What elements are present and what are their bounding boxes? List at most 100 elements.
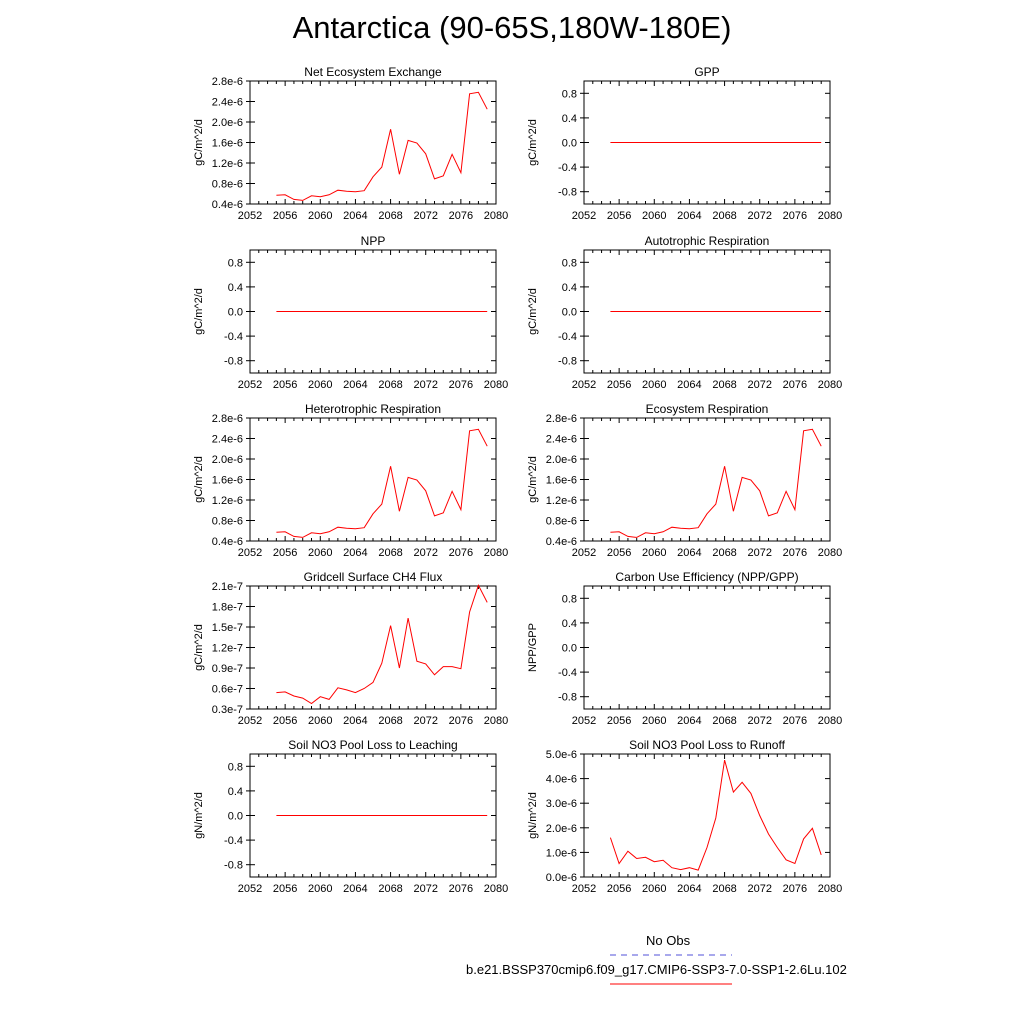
y-tick-label: 0.9e-7 bbox=[212, 663, 243, 675]
panel-title: Carbon Use Efficiency (NPP/GPP) bbox=[615, 570, 798, 584]
y-tick-label: 0.6e-7 bbox=[212, 684, 243, 696]
panel-title: GPP bbox=[694, 65, 719, 79]
series-line bbox=[276, 584, 488, 705]
x-tick-label: 2068 bbox=[378, 379, 402, 391]
y-tick-label: -0.8 bbox=[224, 860, 243, 872]
x-tick-label: 2076 bbox=[449, 547, 473, 559]
y-tick-label: 0.0 bbox=[562, 138, 577, 150]
x-tick-label: 2060 bbox=[308, 883, 332, 895]
x-tick-label: 2052 bbox=[238, 379, 262, 391]
x-tick-label: 2068 bbox=[378, 883, 402, 895]
x-tick-label: 2060 bbox=[308, 547, 332, 559]
panel-title: Autotrophic Respiration bbox=[645, 234, 770, 248]
x-tick-label: 2056 bbox=[607, 210, 631, 222]
y-tick-label: 1.0e-6 bbox=[546, 847, 577, 859]
y-tick-label: 2.0e-6 bbox=[212, 117, 243, 129]
y-tick-label: 2.8e-6 bbox=[212, 76, 243, 88]
page-title: Antarctica (90-65S,180W-180E) bbox=[292, 10, 732, 45]
x-tick-label: 2056 bbox=[273, 547, 297, 559]
series-line bbox=[609, 759, 822, 871]
panel-autotrophic-respiration: Autotrophic Respiration 2052 2056 2060 2064 2… bbox=[527, 234, 842, 391]
y-axis-label: gC/m^2/d bbox=[193, 119, 205, 166]
y-tick-label: 2.0e-6 bbox=[212, 454, 243, 466]
y-tick-label: 2.0e-6 bbox=[546, 454, 577, 466]
panel-title: Ecosystem Respiration bbox=[646, 402, 769, 416]
x-tick-label: 2076 bbox=[783, 379, 807, 391]
y-tick-label: 1.5e-7 bbox=[212, 622, 243, 634]
x-tick-label: 2056 bbox=[273, 379, 297, 391]
x-tick-label: 2068 bbox=[378, 210, 402, 222]
y-tick-label: 0.4 bbox=[562, 618, 577, 630]
y-tick-label: 3.0e-6 bbox=[546, 798, 577, 810]
y-axis-label: gC/m^2/d bbox=[527, 456, 539, 503]
y-tick-label: 0.8 bbox=[562, 88, 577, 100]
x-tick-label: 2072 bbox=[747, 379, 771, 391]
panel-title: Soil NO3 Pool Loss to Runoff bbox=[629, 738, 786, 752]
x-tick-label: 2080 bbox=[484, 547, 508, 559]
y-tick-label: 0.8 bbox=[228, 761, 243, 773]
panel-title: Heterotrophic Respiration bbox=[305, 402, 441, 416]
y-tick-label: -0.4 bbox=[224, 331, 243, 343]
y-axis-label: NPP/GPP bbox=[527, 623, 539, 672]
panel-gpp: GPP 2052 2056 2060 2064 2068 2072 2076 2080 -0.8 -… bbox=[527, 65, 842, 222]
x-tick-label: 2064 bbox=[343, 210, 367, 222]
y-tick-label: 1.6e-6 bbox=[212, 475, 243, 487]
plot-frame bbox=[249, 80, 497, 205]
y-tick-label: 0.0 bbox=[228, 811, 243, 823]
x-tick-label: 2076 bbox=[449, 210, 473, 222]
y-tick-label: 1.2e-6 bbox=[212, 495, 243, 507]
y-tick-label: -0.8 bbox=[558, 187, 577, 199]
y-tick-label: 1.6e-6 bbox=[546, 475, 577, 487]
panel-title: Gridcell Surface CH4 Flux bbox=[304, 570, 443, 584]
y-tick-label: 0.0 bbox=[228, 307, 243, 319]
legend-obs-line bbox=[610, 954, 732, 956]
y-tick-label: 1.2e-6 bbox=[212, 158, 243, 170]
y-tick-label: 2.1e-7 bbox=[212, 581, 243, 593]
x-tick-label: 2076 bbox=[783, 883, 807, 895]
x-tick-label: 2068 bbox=[378, 715, 402, 727]
x-tick-label: 2068 bbox=[712, 883, 736, 895]
y-tick-label: 1.2e-7 bbox=[212, 643, 243, 655]
y-tick-label: -0.8 bbox=[558, 356, 577, 368]
series-line bbox=[276, 91, 488, 201]
y-tick-label: 0.4 bbox=[562, 113, 577, 125]
y-tick-label: 0.0 bbox=[562, 307, 577, 319]
y-tick-label: 0.0e-6 bbox=[546, 872, 577, 884]
x-tick-label: 2072 bbox=[413, 715, 437, 727]
plot-frame bbox=[249, 417, 497, 542]
x-tick-label: 2060 bbox=[308, 210, 332, 222]
panel-soil-no3-pool-loss-to-leaching: Soil NO3 Pool Loss to Leaching 2052 2056 20… bbox=[193, 738, 508, 895]
x-tick-label: 2076 bbox=[783, 210, 807, 222]
x-tick-label: 2064 bbox=[343, 379, 367, 391]
series-line bbox=[276, 428, 488, 538]
x-tick-label: 2080 bbox=[818, 715, 842, 727]
panel-ecosystem-respiration: Ecosystem Respiration 2052 2056 2060 2064 206… bbox=[527, 402, 842, 559]
y-tick-label: 1.2e-6 bbox=[546, 495, 577, 507]
x-tick-label: 2072 bbox=[413, 883, 437, 895]
plot-frame bbox=[583, 585, 831, 710]
y-tick-label: 2.4e-6 bbox=[212, 434, 243, 446]
y-tick-label: -0.4 bbox=[558, 162, 577, 174]
x-tick-label: 2064 bbox=[677, 883, 701, 895]
panel-npp: NPP 2052 2056 2060 2064 2068 2072 2076 2080 -0.8 -… bbox=[193, 234, 508, 391]
y-tick-label: 0.8 bbox=[562, 257, 577, 269]
y-tick-label: 2.8e-6 bbox=[546, 413, 577, 425]
panel-gridcell-surface-ch4-flux: Gridcell Surface CH4 Flux 2052 2056 2060 206… bbox=[193, 570, 508, 727]
legend-obs-label: No Obs bbox=[646, 933, 691, 948]
x-tick-label: 2056 bbox=[607, 715, 631, 727]
x-tick-label: 2072 bbox=[413, 379, 437, 391]
series-line bbox=[610, 428, 822, 538]
x-tick-label: 2076 bbox=[449, 883, 473, 895]
legend-model-line bbox=[610, 983, 732, 985]
x-tick-label: 2060 bbox=[642, 715, 666, 727]
y-axis-label: gN/m^2/d bbox=[527, 792, 539, 839]
y-tick-label: 2.4e-6 bbox=[546, 434, 577, 446]
x-tick-label: 2060 bbox=[642, 210, 666, 222]
x-tick-label: 2076 bbox=[449, 715, 473, 727]
x-tick-label: 2052 bbox=[238, 715, 262, 727]
y-tick-label: 0.4 bbox=[562, 282, 577, 294]
y-tick-label: 4.0e-6 bbox=[546, 774, 577, 786]
y-tick-label: 1.6e-6 bbox=[212, 138, 243, 150]
x-tick-label: 2068 bbox=[712, 379, 736, 391]
